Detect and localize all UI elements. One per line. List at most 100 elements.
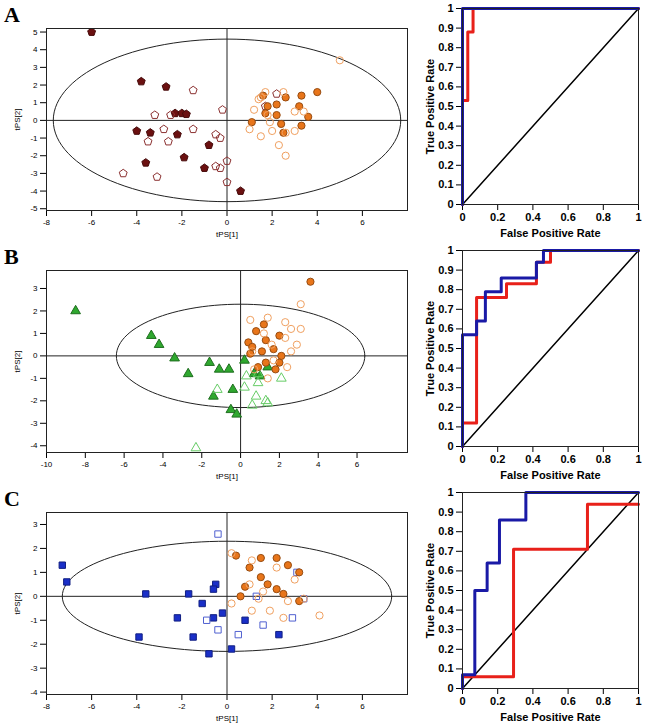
svg-text:tPS[2]: tPS[2] [13, 351, 22, 373]
svg-text:-5: -5 [30, 204, 38, 213]
svg-text:3: 3 [33, 520, 38, 529]
svg-text:0.4: 0.4 [525, 211, 541, 223]
svg-text:-2: -2 [30, 396, 38, 405]
svg-text:tPS[1]: tPS[1] [216, 472, 238, 481]
svg-text:2: 2 [33, 544, 38, 553]
svg-text:-4: -4 [30, 688, 38, 697]
svg-text:-2: -2 [30, 151, 38, 160]
svg-text:5: 5 [33, 28, 38, 37]
svg-text:-1: -1 [30, 374, 38, 383]
svg-text:6: 6 [360, 218, 365, 227]
svg-text:True Positive Rate: True Positive Rate [424, 543, 436, 638]
svg-text:0.9: 0.9 [438, 22, 453, 34]
svg-text:0.5: 0.5 [438, 100, 453, 112]
svg-text:2: 2 [270, 218, 275, 227]
svg-text:0.2: 0.2 [438, 159, 453, 171]
svg-text:-8: -8 [82, 460, 90, 469]
svg-text:0.6: 0.6 [560, 695, 575, 707]
svg-text:-2: -2 [198, 460, 206, 469]
svg-text:0.6: 0.6 [438, 564, 453, 576]
svg-text:-8: -8 [43, 702, 51, 711]
svg-text:0.2: 0.2 [438, 401, 453, 413]
svg-text:6: 6 [360, 702, 365, 711]
svg-text:False Positive Rate: False Positive Rate [500, 711, 600, 723]
svg-text:0.3: 0.3 [438, 381, 453, 393]
svg-text:3: 3 [33, 63, 38, 72]
svg-text:0.3: 0.3 [438, 139, 453, 151]
svg-text:6: 6 [355, 460, 360, 469]
svg-text:0.7: 0.7 [438, 61, 453, 73]
svg-text:4: 4 [315, 218, 320, 227]
svg-text:0.8: 0.8 [596, 211, 611, 223]
svg-text:2: 2 [33, 81, 38, 90]
svg-text:-2: -2 [178, 702, 186, 711]
svg-text:0.5: 0.5 [438, 342, 453, 354]
svg-text:-8: -8 [43, 218, 51, 227]
svg-text:-1: -1 [30, 616, 38, 625]
svg-text:0.8: 0.8 [596, 695, 611, 707]
svg-text:-10: -10 [41, 460, 53, 469]
svg-text:0.1: 0.1 [438, 420, 453, 432]
svg-text:0.2: 0.2 [438, 643, 453, 655]
svg-text:False Positive Rate: False Positive Rate [500, 469, 600, 481]
svg-text:0.2: 0.2 [490, 695, 505, 707]
svg-text:True Positive Rate: True Positive Rate [424, 59, 436, 154]
svg-text:-6: -6 [88, 702, 96, 711]
svg-text:-4: -4 [159, 460, 167, 469]
svg-text:0.6: 0.6 [438, 80, 453, 92]
svg-text:1: 1 [33, 568, 38, 577]
svg-text:0.4: 0.4 [525, 453, 541, 465]
svg-text:0: 0 [447, 682, 453, 694]
svg-text:0: 0 [225, 218, 230, 227]
svg-text:-6: -6 [88, 218, 96, 227]
svg-text:1: 1 [635, 453, 641, 465]
svg-text:0: 0 [447, 198, 453, 210]
svg-text:1: 1 [447, 244, 453, 256]
svg-text:0.7: 0.7 [438, 303, 453, 315]
svg-text:1: 1 [447, 486, 453, 498]
svg-text:0: 0 [459, 211, 465, 223]
svg-text:False Positive Rate: False Positive Rate [500, 227, 600, 239]
svg-text:0.7: 0.7 [438, 545, 453, 557]
svg-text:-3: -3 [30, 419, 38, 428]
svg-text:-6: -6 [121, 460, 129, 469]
svg-text:-4: -4 [30, 441, 38, 450]
svg-text:0.8: 0.8 [438, 41, 453, 53]
svg-text:0.2: 0.2 [490, 453, 505, 465]
svg-text:2: 2 [33, 307, 38, 316]
svg-text:-2: -2 [178, 218, 186, 227]
svg-text:0.4: 0.4 [438, 362, 454, 374]
svg-text:0.8: 0.8 [596, 453, 611, 465]
svg-text:0.6: 0.6 [438, 322, 453, 334]
svg-text:-1: -1 [30, 134, 38, 143]
svg-text:True Positive Rate: True Positive Rate [424, 301, 436, 396]
svg-text:0.6: 0.6 [560, 211, 575, 223]
svg-text:-3: -3 [30, 664, 38, 673]
svg-text:1: 1 [33, 98, 38, 107]
svg-text:tPS[2]: tPS[2] [13, 593, 22, 615]
svg-text:-2: -2 [30, 640, 38, 649]
svg-text:4: 4 [33, 45, 38, 54]
svg-text:0.9: 0.9 [438, 506, 453, 518]
svg-text:-4: -4 [30, 187, 38, 196]
svg-text:0: 0 [459, 695, 465, 707]
svg-text:0: 0 [459, 453, 465, 465]
svg-text:0.1: 0.1 [438, 662, 453, 674]
svg-text:0: 0 [33, 351, 38, 360]
svg-text:0.6: 0.6 [560, 453, 575, 465]
svg-text:1: 1 [33, 329, 38, 338]
svg-text:0: 0 [33, 592, 38, 601]
svg-text:0.2: 0.2 [490, 211, 505, 223]
svg-text:0.3: 0.3 [438, 623, 453, 635]
svg-text:1: 1 [447, 2, 453, 14]
svg-text:0: 0 [447, 440, 453, 452]
svg-text:1: 1 [635, 695, 641, 707]
svg-text:0.4: 0.4 [438, 120, 454, 132]
svg-text:2: 2 [277, 460, 282, 469]
svg-text:-4: -4 [133, 218, 141, 227]
svg-text:tPS[1]: tPS[1] [216, 230, 238, 239]
svg-text:0: 0 [238, 460, 243, 469]
svg-text:0.9: 0.9 [438, 264, 453, 276]
svg-text:-3: -3 [30, 169, 38, 178]
svg-text:0.8: 0.8 [438, 283, 453, 295]
